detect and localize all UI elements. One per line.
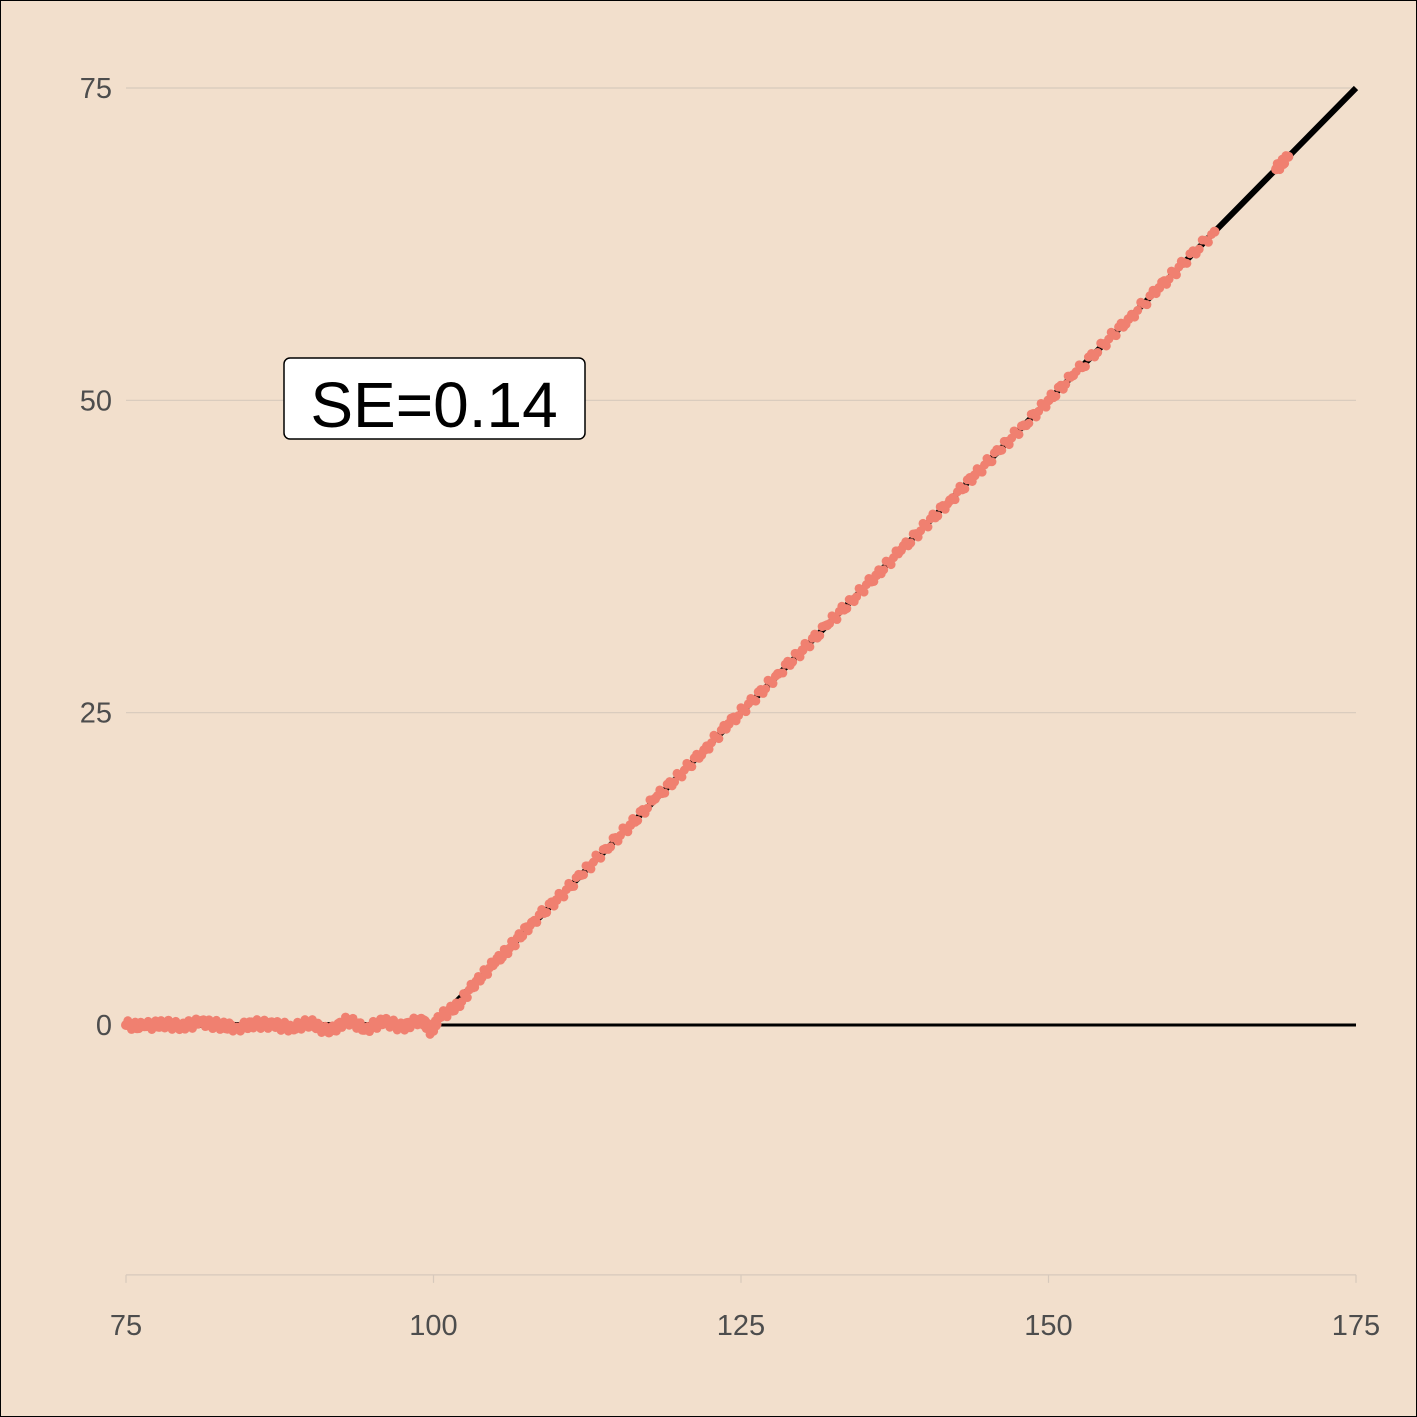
data-point [933,511,943,521]
data-point [1014,429,1024,439]
x-tick-label-3: 150 [1024,1310,1072,1342]
data-point [859,587,869,597]
data-point [1093,348,1103,358]
data-points [121,151,1294,1039]
data-point [442,1012,452,1022]
data-point [741,707,751,717]
data-point [510,941,520,951]
data-point [1182,258,1192,268]
data-point [633,816,643,826]
data-point [606,842,616,852]
annotation: SE=0.14 [283,357,586,441]
x-tick-label-2: 125 [717,1310,765,1342]
x-tick-label-0: 75 [110,1310,142,1342]
data-point [761,684,771,694]
data-point [1164,274,1174,284]
data-point [1101,341,1111,351]
annotation-box [283,357,586,440]
data-point [768,679,778,689]
data-point [815,631,825,641]
data-point [852,592,862,602]
annotation-label: SE=0.14 [310,369,557,441]
data-point [670,777,680,787]
data-point [559,892,569,902]
data-point [677,772,687,782]
data-point [1080,362,1090,372]
data-point [906,538,916,548]
data-point [1111,331,1121,341]
data-point [518,931,528,941]
data-point [1209,226,1220,237]
data-point [987,457,997,467]
data-point [687,762,697,772]
data-point [997,445,1007,455]
data-point [1203,237,1213,247]
y-tick-label-1: 25 [80,698,112,730]
data-point [1133,305,1143,315]
y-tick-label-2: 50 [80,385,112,417]
grid-lines [126,87,1356,1276]
data-point [751,696,761,706]
reference-lines [126,85,1359,1028]
data-point [579,870,589,880]
data-point [1024,418,1034,428]
data-point [788,657,798,667]
data-point [734,711,744,721]
data-point [977,467,987,477]
data-point [960,484,970,494]
data-point [778,668,788,678]
data-point [1130,312,1140,322]
x-tick-label-4: 175 [1332,1310,1380,1342]
data-point [1051,391,1061,401]
data-point [596,853,606,863]
data-point [879,565,889,575]
y-tick-label-0: 0 [96,1010,112,1042]
data-point [569,881,579,891]
x-tick-label-1: 100 [409,1310,457,1342]
data-point [842,604,852,614]
data-point [1061,379,1071,389]
data-point [923,522,933,532]
y-axis: 0 25 50 75 [80,73,112,1042]
data-point [462,993,472,1003]
data-point [542,908,552,918]
reference-line [126,85,1359,1028]
data-point [1194,244,1204,254]
data-point [1283,151,1294,162]
y-tick-label-3: 75 [80,73,112,105]
x-axis: 75 100 125 150 175 [110,1274,1380,1342]
data-point [714,734,724,744]
data-point [586,864,596,874]
data-point [532,917,542,927]
data-point [805,642,815,652]
data-point [660,788,670,798]
data-point [886,560,896,570]
data-point [832,615,842,625]
data-point [1142,300,1152,310]
data-point [950,495,960,505]
data-point [1171,270,1181,280]
data-point [643,803,653,813]
